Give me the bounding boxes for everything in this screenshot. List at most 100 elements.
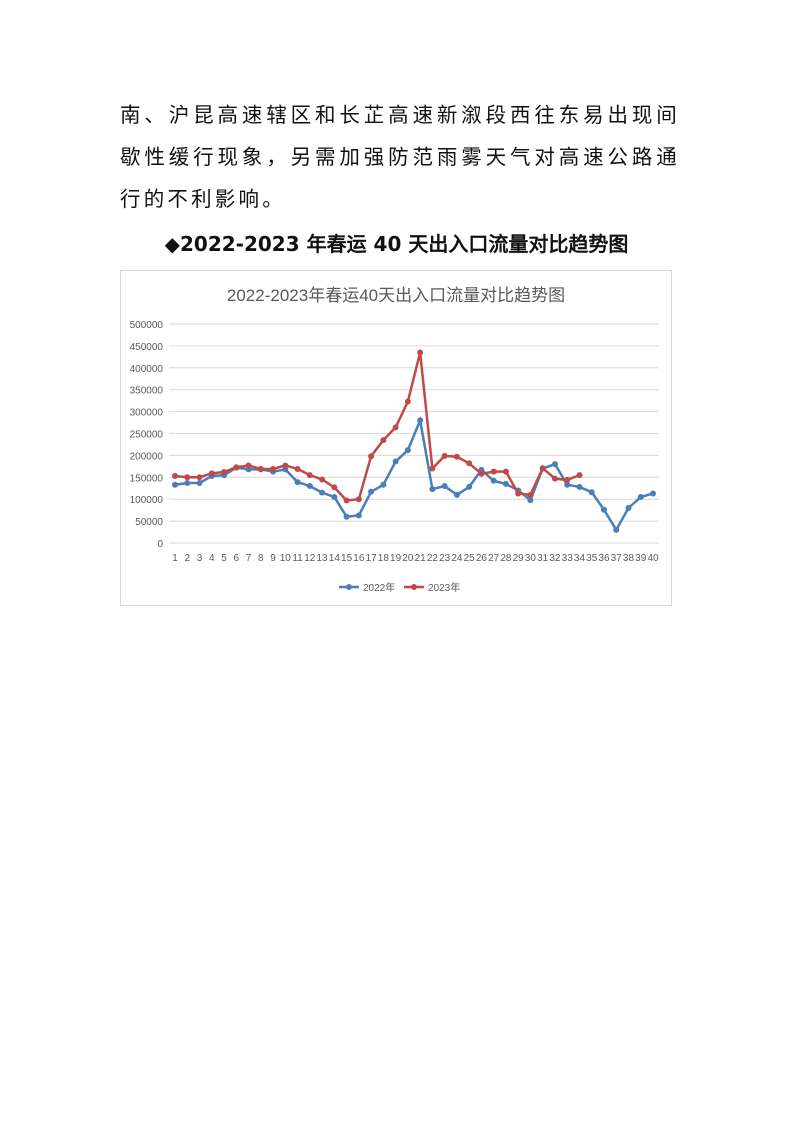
x-tick-label: 32 <box>549 553 561 564</box>
x-tick-label: 11 <box>292 553 303 564</box>
data-point <box>490 468 497 475</box>
data-point <box>551 475 558 482</box>
data-point <box>453 453 460 460</box>
x-tick-label: 37 <box>611 553 623 564</box>
x-tick-label: 40 <box>647 553 659 564</box>
x-tick-label: 14 <box>329 553 341 564</box>
data-point <box>429 465 436 472</box>
data-point <box>184 474 191 481</box>
x-tick-label: 9 <box>270 553 276 564</box>
x-tick-label: 2 <box>184 553 190 564</box>
data-point <box>429 486 436 493</box>
x-tick-label: 4 <box>209 553 215 564</box>
data-point <box>355 496 362 503</box>
y-tick-label: 200000 <box>130 451 164 462</box>
x-tick-label: 22 <box>427 553 439 564</box>
x-tick-label: 13 <box>317 553 329 564</box>
data-point <box>257 465 264 472</box>
data-point <box>625 504 632 511</box>
data-point <box>613 526 620 533</box>
x-tick-label: 38 <box>623 553 635 564</box>
x-tick-label: 30 <box>525 553 537 564</box>
data-point <box>196 479 203 486</box>
y-tick-label: 250000 <box>130 430 164 441</box>
y-tick-label: 350000 <box>130 386 164 397</box>
data-point <box>380 481 387 488</box>
x-tick-label: 35 <box>586 553 598 564</box>
x-tick-label: 36 <box>598 553 610 564</box>
data-point <box>551 461 558 468</box>
data-point <box>343 497 350 504</box>
data-point <box>600 506 607 513</box>
x-tick-label: 28 <box>500 553 512 564</box>
data-point <box>172 472 178 479</box>
data-point <box>466 460 473 467</box>
body-paragraph: 南、沪昆高速辖区和长芷高速新溆段西往东易出现间歇性缓行现象，另需加强防范雨雾天气… <box>120 103 680 211</box>
x-tick-label: 1 <box>172 553 178 564</box>
data-point <box>294 479 301 486</box>
series-line-2022年 <box>174 415 654 533</box>
data-point <box>355 512 362 519</box>
y-tick-label: 100000 <box>130 495 164 506</box>
data-point <box>417 349 424 356</box>
data-point <box>564 481 571 488</box>
data-point <box>319 489 326 496</box>
x-tick-label: 20 <box>402 553 414 564</box>
data-point <box>453 491 460 498</box>
x-tick-label: 33 <box>562 553 574 564</box>
data-point <box>404 398 411 405</box>
x-tick-label: 10 <box>280 553 292 564</box>
x-tick-label: 15 <box>341 553 353 564</box>
x-tick-label: 19 <box>390 553 402 564</box>
legend-label: 2022年 <box>363 581 395 594</box>
x-tick-label: 29 <box>513 553 525 564</box>
data-point <box>539 465 546 472</box>
legend-label: 2023年 <box>428 581 460 594</box>
x-tick-label: 25 <box>464 553 476 564</box>
data-point <box>306 483 313 490</box>
data-point <box>441 483 448 490</box>
x-tick-label: 6 <box>234 553 240 564</box>
data-point <box>208 470 215 477</box>
legend-marker <box>411 584 417 590</box>
data-point <box>515 490 522 497</box>
data-point <box>466 483 473 490</box>
x-tick-label: 27 <box>488 553 500 564</box>
y-tick-label: 500000 <box>130 320 164 331</box>
data-point <box>233 464 240 471</box>
data-point <box>441 452 448 459</box>
data-point <box>368 453 375 460</box>
x-tick-label: 26 <box>476 553 488 564</box>
chart: 2022-2023年春运40天出入口流量对比趋势图 0 50000 100000 15… <box>120 270 672 606</box>
data-point <box>392 458 399 465</box>
legend-marker <box>346 584 352 590</box>
data-point <box>221 469 228 476</box>
x-tick-label: 7 <box>246 553 252 564</box>
y-tick-label: 450000 <box>130 342 164 353</box>
data-point <box>478 470 485 477</box>
data-point <box>576 472 583 479</box>
data-point <box>294 465 301 472</box>
data-point <box>637 494 644 501</box>
data-point <box>502 480 509 487</box>
data-point <box>576 483 583 490</box>
x-tick-label: 21 <box>415 553 427 564</box>
data-point <box>319 476 326 483</box>
data-point <box>368 488 375 495</box>
data-point <box>172 481 178 488</box>
data-point <box>282 462 289 469</box>
x-tick-label: 39 <box>635 553 647 564</box>
x-tick-label: 23 <box>439 553 451 564</box>
data-point <box>392 424 399 431</box>
y-tick-label: 150000 <box>130 473 164 484</box>
x-tick-label: 8 <box>258 553 264 564</box>
chart-title: 2022-2023年春运40天出入口流量对比趋势图 <box>227 286 565 305</box>
data-point <box>343 513 350 520</box>
x-tick-label: 34 <box>574 553 586 564</box>
data-point <box>650 490 656 497</box>
x-tick-label: 18 <box>378 553 390 564</box>
data-point <box>245 462 252 469</box>
x-tick-label: 3 <box>197 553 203 564</box>
data-point <box>184 479 191 486</box>
